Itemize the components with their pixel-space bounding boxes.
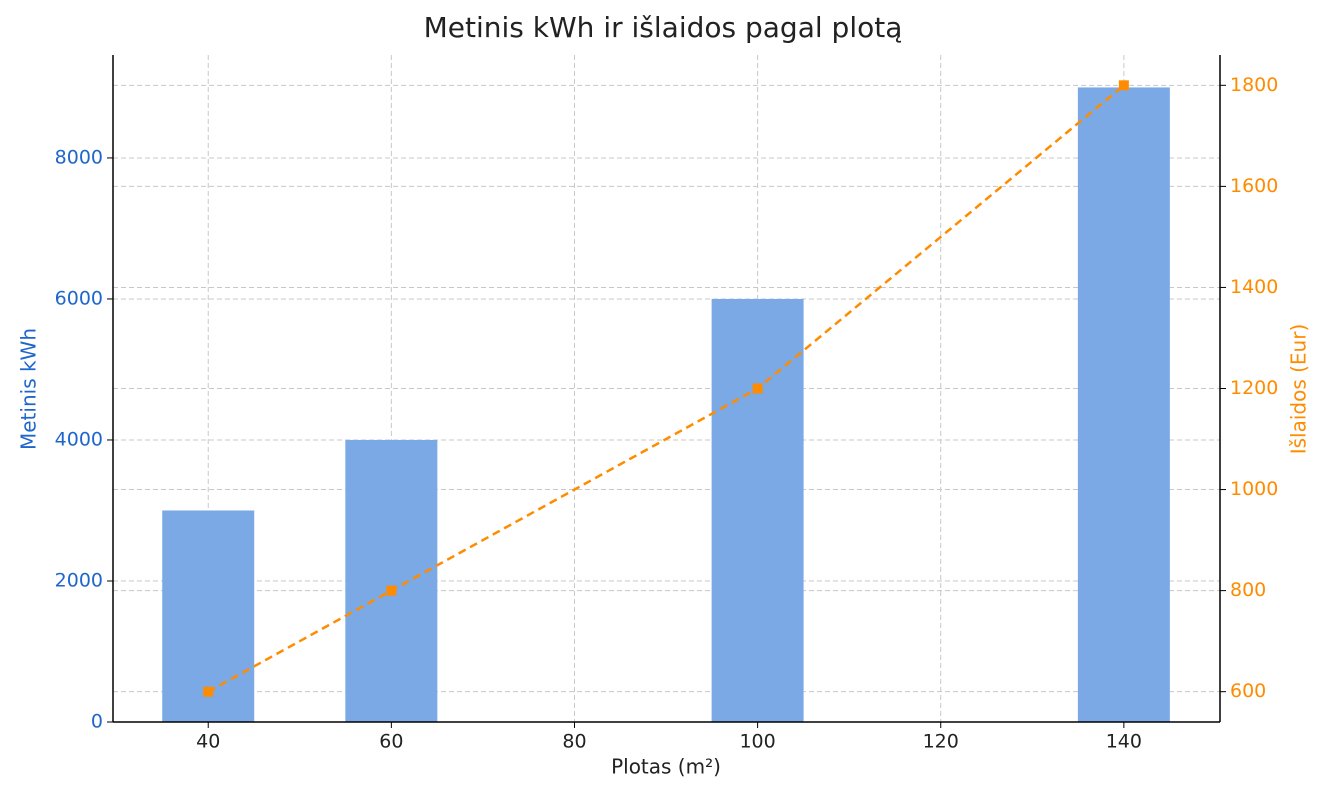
marker [752, 383, 763, 394]
y-tick-label: 2000 [55, 569, 103, 591]
chart-title: Metinis kWh ir išlaidos pagal plotą [424, 11, 903, 44]
y-tick-label: 6000 [55, 287, 103, 309]
y2-tick-label: 800 [1230, 579, 1266, 601]
x-tick-label: 40 [196, 731, 220, 753]
y-axis-label: Metinis kWh [17, 328, 41, 450]
x-tick-label: 140 [1106, 731, 1142, 753]
x-tick-label: 60 [379, 731, 403, 753]
x-tick-label: 100 [739, 731, 775, 753]
y2-tick-label: 1400 [1230, 276, 1278, 298]
y2-tick-label: 1000 [1230, 478, 1278, 500]
x-axis-label: Plotas (m²) [611, 755, 721, 779]
y-tick-label: 0 [91, 711, 103, 733]
line [207, 84, 1125, 693]
y2-tick-label: 600 [1230, 680, 1266, 702]
bar [1077, 87, 1170, 722]
y2-tick-label: 1800 [1230, 74, 1278, 96]
y-tick-label: 4000 [55, 428, 103, 450]
y-tick-label: 8000 [55, 146, 103, 168]
x-tick-label: 80 [562, 731, 586, 753]
y2-axis-label: Išlaidos (Eur) [1287, 324, 1311, 455]
y2-tick-label: 1600 [1230, 175, 1278, 197]
marker [1118, 80, 1129, 91]
bar [345, 439, 438, 722]
bar [711, 298, 804, 722]
y2-tick-label: 1200 [1230, 377, 1278, 399]
x-tick-label: 120 [923, 731, 959, 753]
marker [386, 585, 397, 596]
marker [203, 686, 214, 697]
